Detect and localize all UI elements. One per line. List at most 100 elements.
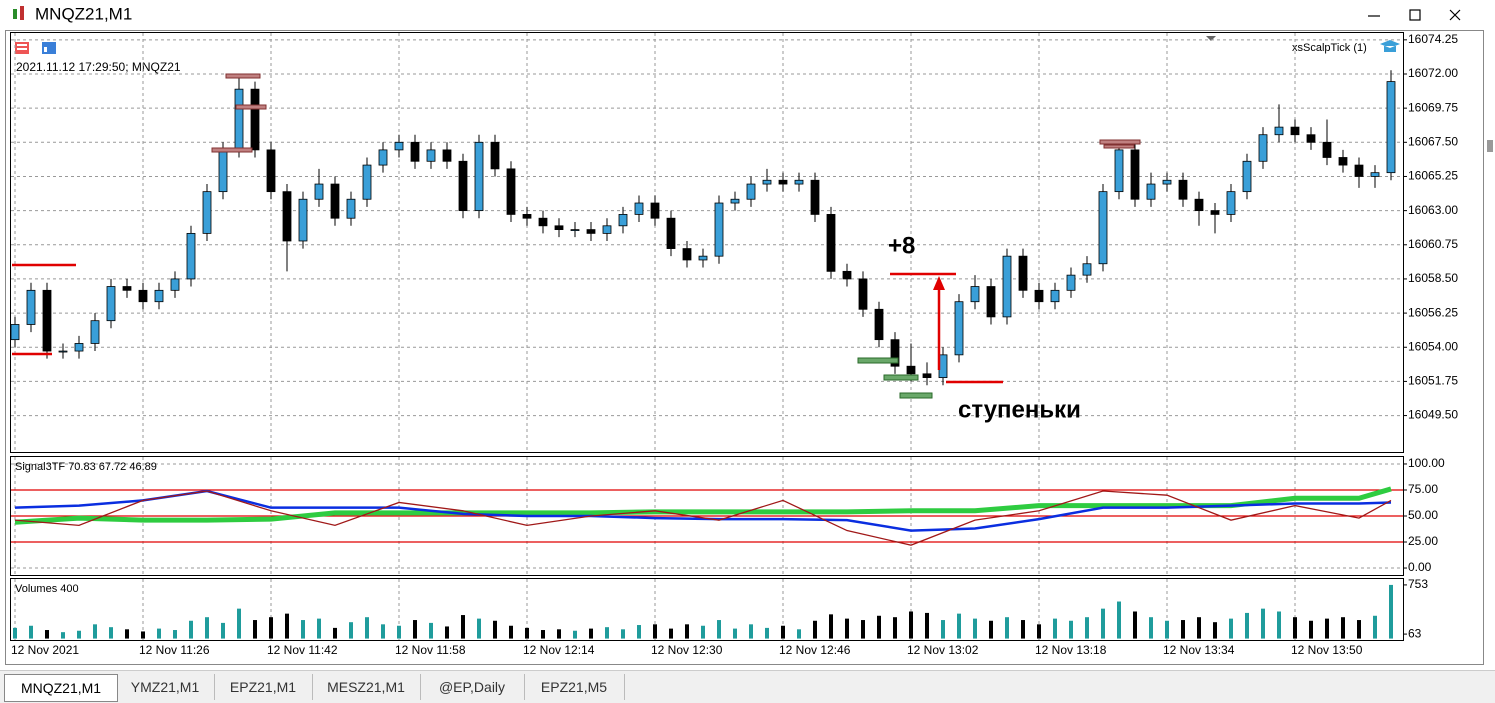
volume-bar: [1069, 620, 1073, 639]
tab[interactable]: MNQZ21,M1: [4, 674, 118, 702]
volume-bar: [813, 620, 817, 639]
y-tick-label: 16067.50: [1408, 134, 1458, 148]
candle-body: [490, 141, 500, 170]
tab[interactable]: EPZ21,M5: [524, 674, 625, 700]
volume-bar: [621, 629, 625, 639]
pane-title: Signal3TF 70.83 67.72 46.89: [15, 461, 157, 473]
candle-body: [1274, 126, 1284, 136]
volume-bar: [1325, 618, 1329, 639]
candle-body: [394, 141, 404, 151]
close-button[interactable]: [1449, 9, 1461, 21]
volume-bar: [1197, 617, 1201, 639]
x-tick-label: 12 Nov 12:30: [651, 643, 723, 657]
candle-body: [58, 350, 68, 353]
candle-body: [826, 214, 836, 272]
volume-bar: [941, 620, 945, 639]
volume-bar: [573, 630, 577, 639]
volume-bar: [989, 620, 993, 639]
candle-body: [746, 183, 756, 200]
volume-bar: [1005, 617, 1009, 639]
candle-body: [74, 343, 84, 352]
candle-body: [362, 164, 372, 200]
volume-bar: [909, 611, 913, 639]
y-tick-label: 100.00: [1408, 456, 1445, 470]
candle-body: [1018, 255, 1028, 291]
x-tick-label: 12 Nov 13:50: [1291, 643, 1363, 657]
candle-body: [346, 198, 356, 219]
scroll-thumb[interactable]: [1487, 140, 1493, 152]
maximize-button[interactable]: [1409, 9, 1421, 21]
tab[interactable]: MESZ21,M1: [312, 674, 421, 700]
candle-body: [442, 149, 452, 162]
volume-bar: [413, 620, 417, 639]
candle-body: [906, 365, 916, 375]
volume-bar: [685, 624, 689, 639]
volume-bar: [365, 617, 369, 639]
price-pane: [10, 32, 1404, 453]
candle-body: [1162, 179, 1172, 185]
volume-bar: [509, 625, 513, 639]
tab[interactable]: EPZ21,M1: [214, 674, 313, 700]
candle-body: [1098, 191, 1108, 265]
candle-body: [714, 202, 724, 257]
candle-body: [1130, 149, 1140, 200]
volume-bar: [717, 620, 721, 639]
volume-bar: [93, 624, 97, 639]
candle-body: [1226, 191, 1236, 215]
volume-bar: [1133, 611, 1137, 639]
candle-body: [762, 179, 772, 185]
candle-body: [586, 229, 596, 234]
candle-body: [1146, 183, 1156, 200]
candle-body: [330, 183, 340, 219]
candle-body: [810, 179, 820, 215]
volume-bar: [189, 620, 193, 639]
volume-bar: [349, 622, 353, 639]
volume-bar: [605, 627, 609, 639]
candle-body: [1386, 81, 1396, 174]
volume-bar: [45, 630, 49, 639]
volume-bar: [1117, 601, 1121, 639]
candle-body: [634, 202, 644, 215]
indicator-line: [14, 490, 1392, 546]
candle-body: [1034, 289, 1044, 303]
tab[interactable]: @EP,Daily: [420, 674, 525, 700]
chart-info: 2021.11.12 17:29:50; MNQZ21: [16, 60, 181, 74]
volume-bar: [845, 618, 849, 639]
x-tick-label: 12 Nov 12:46: [779, 643, 851, 657]
candle-body: [1370, 172, 1380, 177]
volume-bar: [1021, 620, 1025, 639]
indicator-line: [14, 489, 1392, 532]
y-tick-label: 16072.00: [1408, 66, 1458, 80]
volume-bar: [701, 625, 705, 639]
y-tick-label: 16054.00: [1408, 339, 1458, 353]
candle-body: [778, 179, 788, 185]
x-tick-label: 12 Nov 13:34: [1163, 643, 1235, 657]
volume-bar: [797, 629, 801, 639]
volume-bar: [1165, 620, 1169, 639]
volume-bar: [1037, 624, 1041, 639]
tab[interactable]: YMZ21,M1: [116, 674, 215, 700]
volume-bar: [1277, 611, 1281, 639]
candle-body: [1338, 157, 1348, 166]
volume-bar: [13, 627, 17, 639]
candle-body: [1178, 179, 1188, 200]
volume-bar: [269, 617, 273, 639]
volume-bar: [1149, 617, 1153, 639]
shift-marker: [1206, 36, 1216, 41]
x-tick-label: 12 Nov 13:02: [907, 643, 979, 657]
volume-bar: [877, 615, 881, 639]
volume-bar: [285, 613, 289, 639]
candle-body: [410, 141, 420, 162]
candle-body: [474, 141, 484, 212]
candle-body: [954, 301, 964, 356]
candle-body: [794, 179, 804, 185]
y-tick-label: 753: [1408, 577, 1428, 591]
volume-bar: [1245, 612, 1249, 639]
candle-body: [42, 289, 52, 352]
y-tick-label: 50.00: [1408, 508, 1438, 522]
x-tick-label: 12 Nov 13:18: [1035, 643, 1107, 657]
candle-body: [1050, 289, 1060, 303]
candle-body: [1258, 134, 1268, 162]
y-tick-label: 16065.25: [1408, 169, 1458, 183]
y-tick-label: 16056.25: [1408, 305, 1458, 319]
